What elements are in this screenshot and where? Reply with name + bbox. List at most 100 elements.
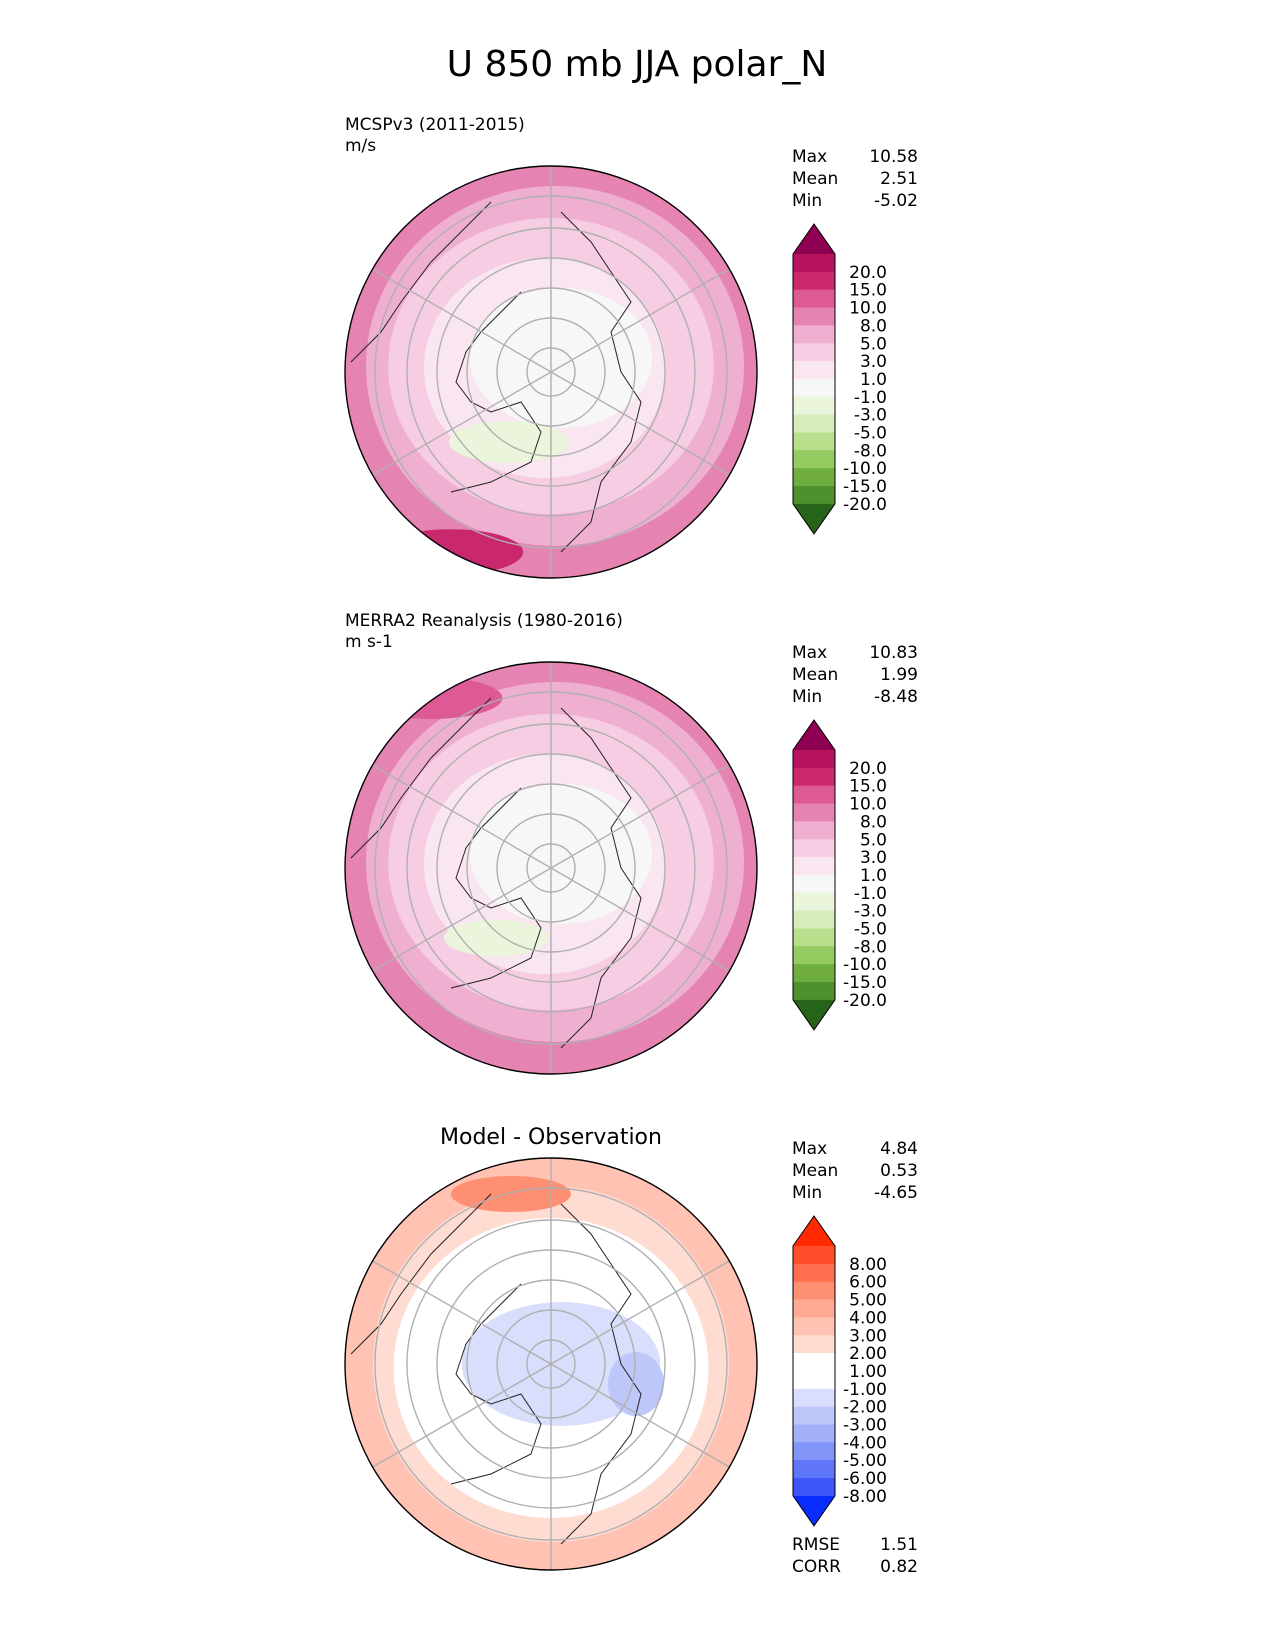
colorbar-segment: [793, 271, 835, 290]
coastline-1: [560, 1203, 642, 1545]
panel-3-stat-mean-value: 0.53: [880, 1161, 918, 1181]
colorbar-segment: [793, 785, 835, 804]
colorbar-outline: [792, 719, 836, 1031]
colorbar-extend-max: [793, 224, 835, 254]
colorbar-tick-label: 15.0: [849, 777, 887, 797]
field-contour-4: [470, 784, 652, 924]
colorbar-segment: [793, 1335, 835, 1354]
meridian-240: [372, 371, 552, 476]
colorbar-tick-label: -5.00: [843, 1451, 887, 1471]
colorbar-tick-label: 1.00: [849, 1362, 887, 1382]
colorbar-tick-label: 5.00: [849, 1291, 887, 1311]
panel-3-stats: Max 4.84 Mean 0.53 Min -4.65: [792, 1139, 918, 1203]
colorbar-segment: [793, 307, 835, 326]
colorbar-segment: [793, 910, 835, 929]
panel-2-stat-max-label: Max: [792, 643, 827, 663]
panel-2-stat-min-label: Min: [792, 687, 822, 707]
panel-2-stat-mean-label: Mean: [792, 665, 838, 685]
panel-2-stat-mean-value: 1.99: [880, 665, 918, 685]
field-contour-4: [470, 288, 652, 428]
panel-2-map: [344, 661, 758, 1075]
colorbar-segment: [793, 928, 835, 947]
coastline-0: [450, 291, 542, 493]
meridian-300: [372, 268, 552, 373]
colorbar-tick-label: -2.00: [843, 1398, 887, 1418]
colorbar-segment: [793, 1353, 835, 1372]
colorbar-tick-label: 8.0: [860, 812, 887, 832]
panel-1: MCSPv3 (2011-2015) m/s Max 10.58 Mean 2.…: [344, 115, 918, 579]
panel-3-stat-max-value: 4.84: [880, 1139, 918, 1159]
field-contour-5: [451, 1176, 571, 1212]
panel-3-rmse-label: RMSE: [792, 1535, 840, 1555]
field-contour-5: [449, 421, 569, 463]
colorbar-tick-label: -10.0: [843, 459, 887, 479]
colorbar-tick-label: 8.00: [849, 1255, 887, 1275]
colorbar-extend-min: [793, 503, 835, 534]
colorbar-tick-label: 10.0: [849, 299, 887, 319]
panel-3: Model - Observation Max 4.84 Mean 0.53 M…: [344, 1125, 918, 1577]
colorbar-segment: [793, 1263, 835, 1282]
panel-1-stat-max-value: 10.58: [869, 147, 918, 167]
colorbar-segment: [793, 1388, 835, 1407]
panel-2-units: m s-1: [345, 632, 393, 652]
colorbar-segment: [793, 361, 835, 380]
colorbar-tick-label: -1.00: [843, 1380, 887, 1400]
colorbar-tick-label: -5.0: [854, 920, 887, 940]
panel-3-stat-min-label: Min: [792, 1183, 822, 1203]
panel-1-colorbar: 20.015.010.08.05.03.01.0-1.0-3.0-5.0-8.0…: [792, 223, 887, 535]
colorbar-extend-min: [793, 999, 835, 1030]
colorbar-segment: [793, 1317, 835, 1336]
panel-3-stat-max-label: Max: [792, 1139, 827, 1159]
field-contour-6: [359, 677, 503, 719]
coastline-0: [450, 787, 542, 989]
coastline-0: [450, 1283, 542, 1485]
panel-1-stat-min-label: Min: [792, 191, 822, 211]
panel-1-subtitle: MCSPv3 (2011-2015): [345, 115, 525, 135]
colorbar-segment: [793, 874, 835, 894]
panel-3-title: Model - Observation: [440, 1125, 662, 1150]
colorbar-tick-label: 5.0: [860, 334, 887, 354]
panel-2-subtitle: MERRA2 Reanalysis (1980-2016): [345, 611, 623, 631]
colorbar-tick-label: 5.0: [860, 830, 887, 850]
panel-2-stat-min-value: -8.48: [874, 687, 918, 707]
coastlines: [350, 697, 642, 1049]
colorbar-segment: [793, 468, 835, 487]
colorbar-tick-label: 20.0: [849, 263, 887, 283]
colorbar-segment: [793, 378, 835, 398]
colorbar-tick-label: 4.00: [849, 1308, 887, 1328]
colorbar-tick-label: -1.0: [854, 388, 887, 408]
field-contour-5: [444, 919, 548, 957]
colorbar-segment: [793, 803, 835, 822]
panel-3-stat-min-value: -4.65: [874, 1183, 918, 1203]
meridian-60: [550, 1260, 730, 1365]
colorbar-tick-label: -3.00: [843, 1416, 887, 1436]
colorbar-tick-label: -1.0: [854, 884, 887, 904]
coastline-1: [560, 707, 642, 1049]
colorbar-segment: [793, 964, 835, 983]
colorbar-tick-label: -20.0: [843, 991, 887, 1011]
panel-3-corr-value: 0.82: [880, 1557, 918, 1577]
colorbar-segment: [793, 821, 835, 840]
colorbar-segment: [793, 1478, 835, 1497]
meridian-240: [372, 1363, 552, 1468]
map-boundary: [344, 1157, 758, 1571]
meridian-240: [372, 867, 552, 972]
panel-1-stat-min-value: -5.02: [874, 191, 918, 211]
colorbar-segment: [793, 1442, 835, 1461]
coastline-1: [560, 211, 642, 553]
colorbar-segment: [793, 1246, 835, 1265]
coastline-2: [350, 697, 492, 859]
colorbar-tick-label: -8.0: [854, 441, 887, 461]
colorbar-segment: [793, 325, 835, 344]
panel-1-units: m/s: [345, 136, 376, 156]
colorbar-segment: [793, 289, 835, 308]
colorbar-tick-label: -8.0: [854, 937, 887, 957]
meridian-60: [550, 764, 730, 869]
colorbar-segment: [793, 750, 835, 769]
figure-title: U 850 mb JJA polar_N: [447, 44, 828, 85]
panel-1-stats: Max 10.58 Mean 2.51 Min -5.02: [792, 147, 918, 211]
meridian-60: [550, 268, 730, 373]
colorbar-segment: [793, 892, 835, 911]
colorbar-outline: [792, 223, 836, 535]
